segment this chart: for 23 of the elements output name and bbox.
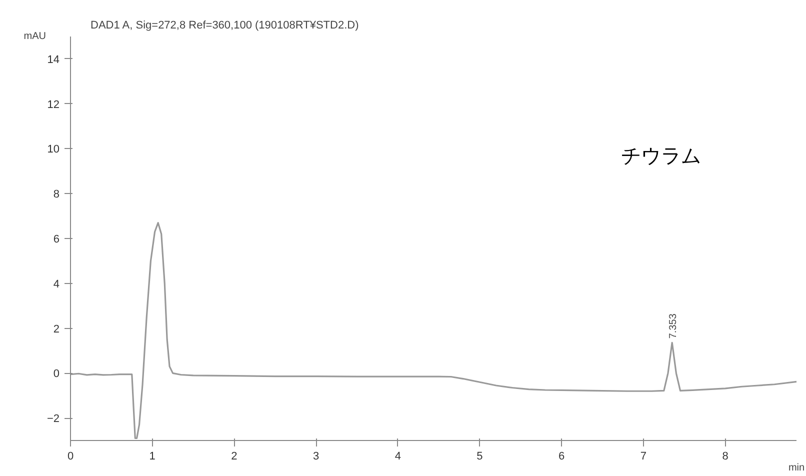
chart-title: DAD1 A, Sig=272,8 Ref=360,100 (190108RT¥STD2.D) (90, 20, 359, 32)
x-tick-label: 8 (722, 450, 728, 462)
x-tick-label: 2 (231, 450, 238, 462)
x-tick-label: 4 (394, 450, 401, 462)
x-tick-label: 6 (558, 450, 565, 462)
x-axis-title: min (788, 462, 805, 474)
x-tick-label: 5 (476, 450, 483, 462)
y-tick-label: −2 (46, 413, 60, 426)
x-tick-label: 7 (640, 450, 647, 462)
y-tick-label: 8 (53, 188, 60, 201)
y-tick-label: 0 (53, 368, 60, 380)
y-tick-label: 10 (47, 144, 60, 156)
y-tick-label: 14 (47, 54, 60, 66)
y-axis-title: mAU (24, 31, 46, 42)
y-tick-label: 4 (53, 278, 60, 290)
y-tick-label: 12 (47, 98, 60, 111)
x-tick-label: 1 (149, 450, 156, 462)
x-tick-label: 3 (312, 450, 320, 462)
annotation: 7.353 (668, 313, 679, 339)
x-tick-label: 0 (67, 450, 74, 462)
y-tick-label: 6 (53, 234, 60, 246)
y-tick-label: 2 (53, 323, 60, 336)
annotation: チウラム (621, 143, 702, 168)
